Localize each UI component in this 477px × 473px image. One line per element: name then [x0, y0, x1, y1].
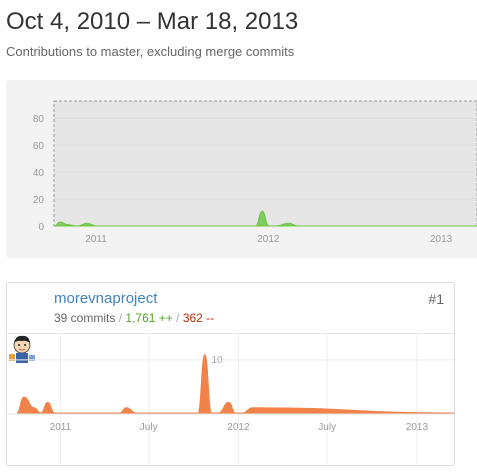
x-tick-label: July [140, 422, 158, 433]
contributions-subtitle: Contributions to master, excluding merge… [6, 44, 295, 59]
stats-separator: / [176, 311, 180, 325]
y-tick-label: 40 [33, 168, 45, 179]
contributor-rank: #1 [428, 291, 444, 307]
x-tick-label: 2012 [257, 234, 280, 245]
overview-chart-svg[interactable]: 0 20 40 60 80 2011 2012 2013 [6, 80, 477, 258]
stats-separator: / [118, 311, 123, 325]
contributor-chart-svg[interactable]: 10 2011 July 2012 July 2013 [7, 334, 454, 464]
x-tick-label: 2012 [227, 422, 250, 433]
deletions-count: 362 -- [182, 311, 215, 325]
y-tick-label: 20 [33, 195, 45, 206]
y-tick-label: 60 [33, 141, 45, 152]
y-tick-label: 0 [38, 222, 44, 233]
x-tick-label: 2013 [430, 234, 453, 245]
x-tick-label: 2011 [85, 234, 107, 245]
contributor-stats: 39 commits / 1,761 ++ / 362 -- [54, 311, 214, 325]
series-area [53, 210, 477, 227]
series-area [16, 354, 454, 414]
date-range-title: Oct 4, 2010 – Mar 18, 2013 [6, 8, 299, 35]
y-tick-label: 80 [33, 114, 45, 125]
x-tick-label: 2011 [50, 422, 72, 433]
additions-count: 1,761 ++ [125, 311, 173, 325]
commit-count[interactable]: 39 commits [54, 311, 116, 325]
x-tick-label: 2013 [406, 422, 429, 433]
contributor-name-link[interactable]: morevnaproject [54, 290, 158, 307]
overview-graph[interactable]: 0 20 40 60 80 2011 2012 2013 [6, 80, 477, 258]
contributor-header: morevnaproject 39 commits / 1,761 ++ / 3… [7, 283, 454, 364]
x-tick-label: July [318, 422, 336, 433]
contributor-card: morevnaproject 39 commits / 1,761 ++ / 3… [6, 282, 455, 466]
y-tick-label: 10 [211, 355, 223, 366]
avatar[interactable] [7, 334, 37, 364]
selection-brush[interactable] [53, 100, 477, 227]
